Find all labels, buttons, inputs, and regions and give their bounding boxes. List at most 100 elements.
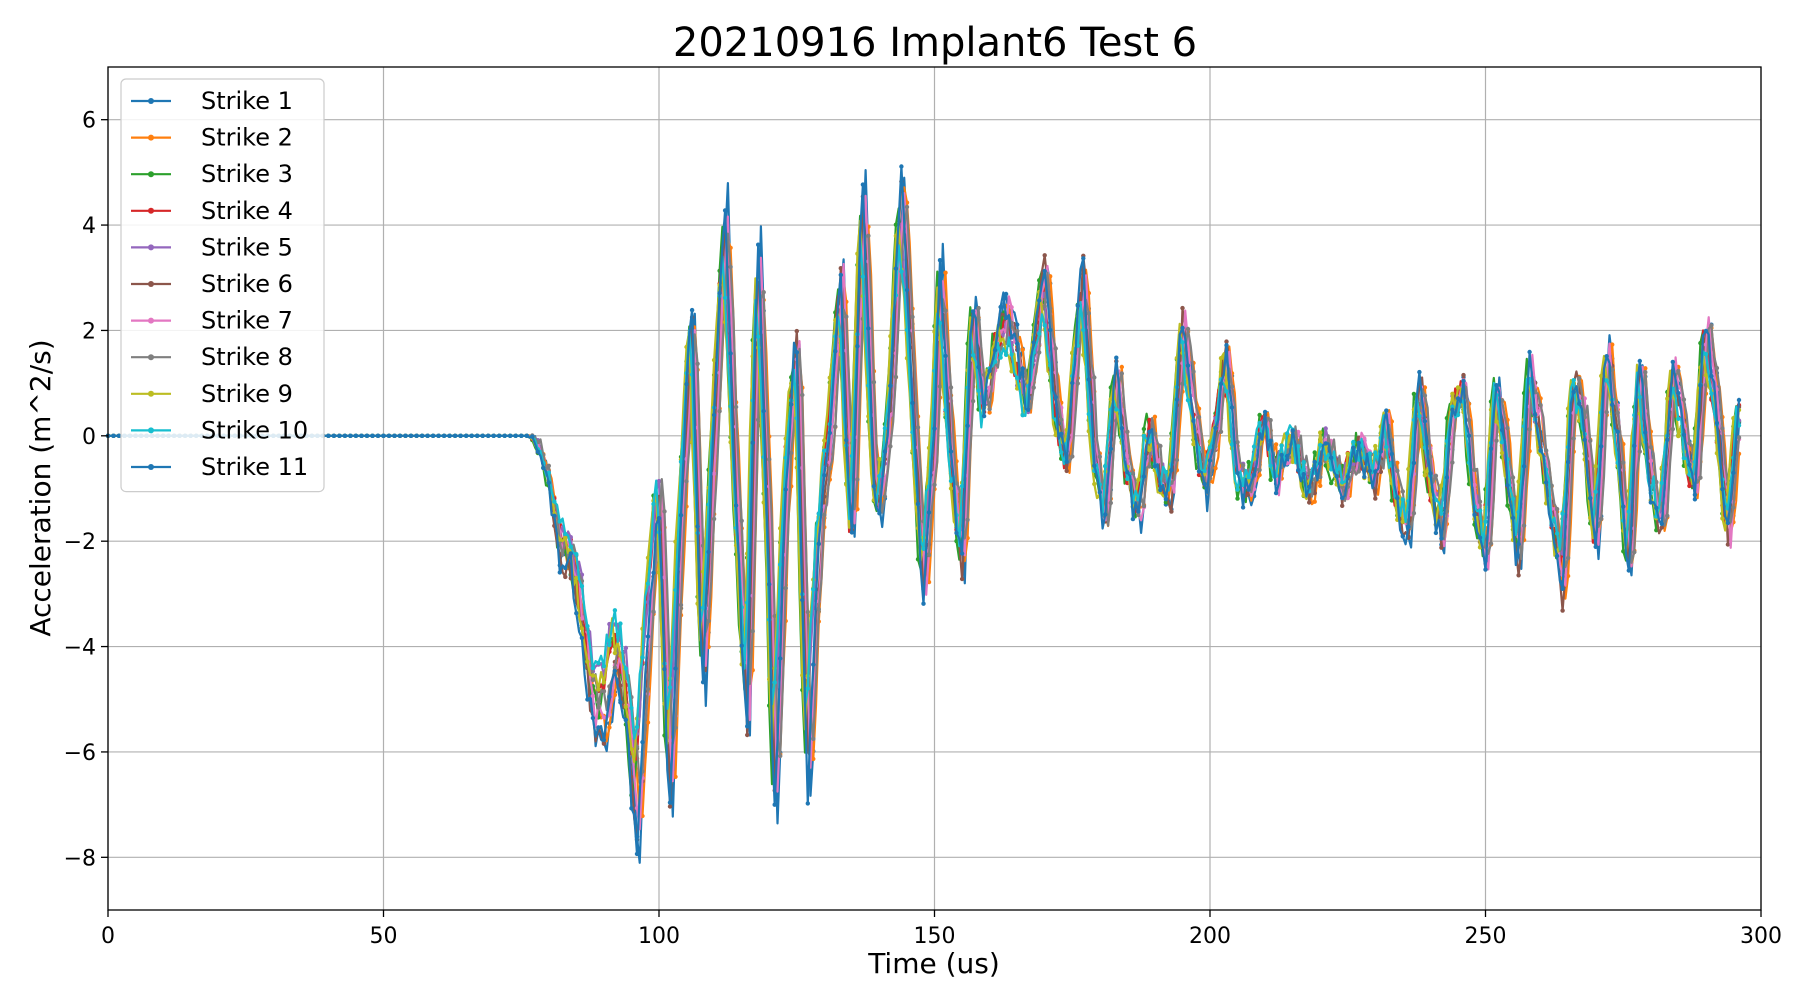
data-point: [926, 510, 932, 515]
data-point: [700, 680, 706, 685]
data-point: [1147, 417, 1152, 423]
data-point: [1714, 420, 1720, 426]
data-point: [1136, 509, 1141, 514]
data-point: [430, 433, 436, 438]
data-point: [1224, 339, 1229, 344]
data-point: [452, 433, 458, 438]
data-point: [1053, 395, 1058, 400]
data-point: [1428, 454, 1433, 459]
data-point: [552, 499, 557, 504]
data-point: [833, 349, 838, 354]
data-point: [695, 361, 700, 366]
data-point: [706, 549, 711, 555]
data-point: [1373, 496, 1378, 501]
data-point: [612, 608, 618, 613]
data-point: [1687, 483, 1692, 489]
data-point: [756, 417, 761, 422]
data-point: [563, 565, 568, 571]
data-point: [1648, 458, 1654, 464]
data-point: [1147, 464, 1152, 469]
legend-label: Strike 3: [201, 160, 293, 188]
data-point: [1433, 530, 1439, 536]
data-point: [1185, 398, 1191, 403]
data-point: [574, 552, 579, 557]
data-point: [618, 621, 623, 626]
data-point: [1610, 402, 1615, 407]
data-point: [1676, 433, 1681, 439]
data-point: [739, 518, 744, 523]
data-point: [1312, 459, 1317, 465]
data-point: [1499, 427, 1505, 433]
data-point: [1268, 477, 1273, 482]
data-point: [629, 746, 634, 752]
data-point: [1075, 303, 1081, 308]
data-point: [1235, 496, 1240, 501]
data-point: [1681, 432, 1687, 437]
data-point: [882, 449, 888, 454]
legend-swatch-marker: [148, 281, 154, 287]
data-point: [794, 350, 799, 355]
data-point: [811, 662, 816, 667]
legend-label: Strike 6: [201, 270, 293, 298]
data-point: [623, 704, 629, 709]
data-point: [662, 575, 667, 580]
data-point: [1048, 327, 1053, 333]
data-point: [1086, 411, 1092, 417]
data-point: [761, 290, 766, 295]
data-point: [1411, 391, 1417, 397]
data-point: [1119, 371, 1125, 376]
data-point: [1318, 461, 1323, 466]
data-point: [408, 433, 414, 438]
data-point: [1676, 390, 1681, 396]
data-point: [375, 433, 381, 438]
data-point: [645, 720, 651, 725]
data-point: [998, 304, 1003, 310]
data-point: [849, 530, 855, 535]
data-point: [899, 269, 904, 274]
data-point: [1621, 460, 1626, 465]
data-point: [750, 629, 755, 634]
data-point: [877, 457, 882, 462]
data-point: [1284, 431, 1290, 436]
data-point: [1257, 432, 1262, 437]
data-point: [767, 582, 772, 587]
data-point: [1307, 484, 1312, 490]
data-point: [910, 314, 915, 320]
data-point: [1059, 450, 1064, 455]
data-point: [948, 486, 954, 491]
data-point: [1681, 397, 1687, 402]
data-point: [1340, 503, 1345, 508]
data-point: [1174, 457, 1180, 463]
data-point: [1296, 468, 1301, 473]
data-point: [1235, 487, 1240, 492]
data-point: [1191, 442, 1196, 447]
data-point: [833, 424, 838, 429]
x-tick-label: 150: [914, 924, 956, 949]
data-point: [348, 433, 353, 438]
data-point: [1147, 429, 1152, 434]
data-point: [910, 400, 915, 406]
data-point: [1070, 454, 1075, 459]
data-point: [926, 552, 932, 558]
data-point: [386, 433, 392, 438]
data-point: [1637, 449, 1643, 454]
data-point: [524, 433, 529, 438]
data-point: [1466, 417, 1472, 423]
data-point: [1246, 475, 1251, 480]
data-point: [1593, 544, 1598, 549]
data-point: [838, 272, 843, 278]
y-tick-label: −6: [64, 741, 96, 766]
data-point: [1499, 450, 1505, 456]
data-point: [1400, 489, 1406, 494]
data-point: [684, 479, 689, 484]
data-point: [1626, 568, 1632, 573]
data-point: [1510, 475, 1516, 480]
data-point: [1373, 469, 1378, 474]
legend-label: Strike 9: [201, 380, 293, 408]
data-point: [943, 308, 948, 313]
data-point: [1268, 438, 1273, 443]
data-point: [1356, 440, 1362, 445]
data-point: [403, 433, 408, 438]
data-point: [1329, 480, 1334, 486]
data-point: [1643, 430, 1648, 435]
